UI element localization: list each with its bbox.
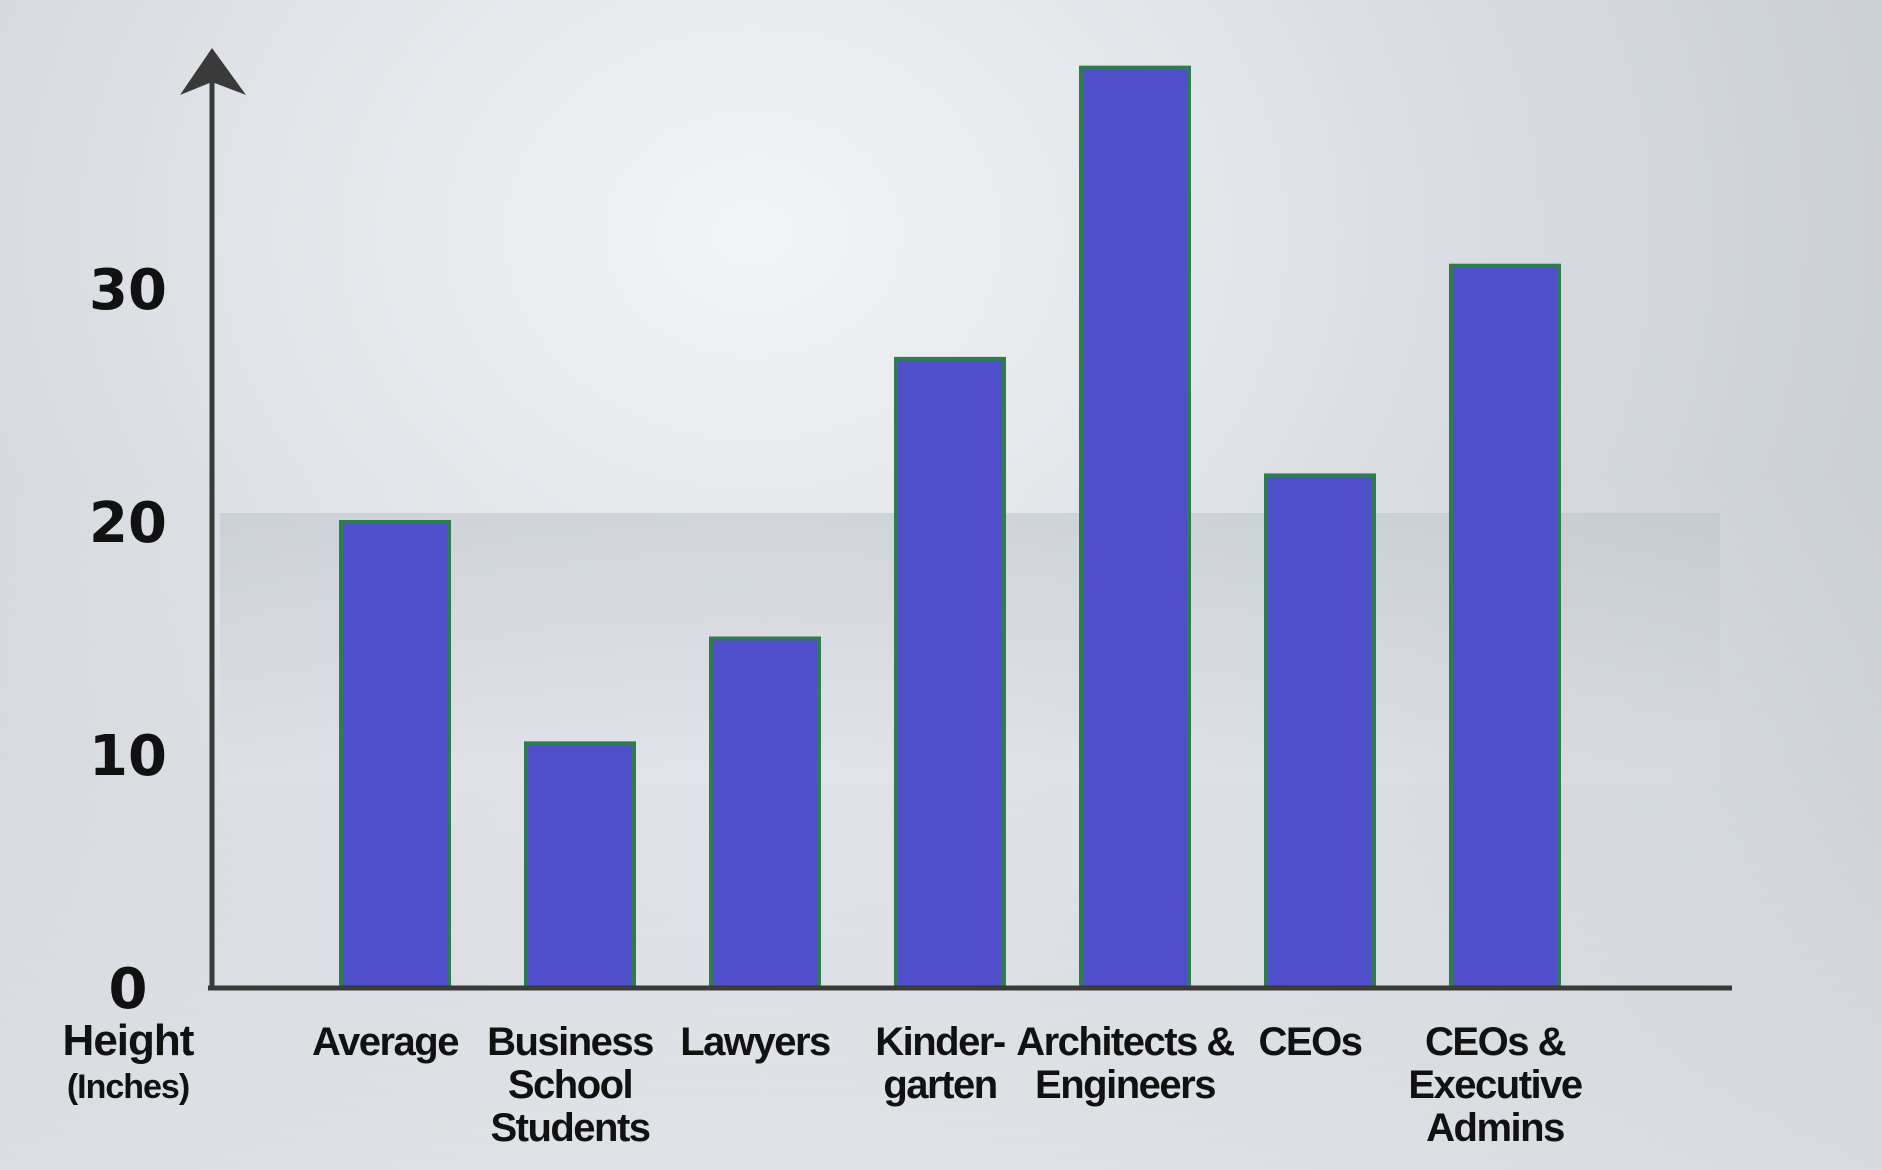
category-label-line: Architects & [1016,1020,1234,1064]
y-tick-label: 30 [89,258,167,323]
y-tick-label: 20 [89,491,167,556]
category-label-line: Executive [1408,1063,1582,1107]
bar [1264,473,1376,990]
y-axis-unit: (Inches) [67,1068,189,1106]
category-label-line: garten [883,1063,996,1107]
category-label: Business School Students [487,1020,653,1150]
y-tick-labels: 0 10 20 30 [89,258,167,1022]
category-label: Kinder-garten [875,1020,1005,1107]
category-label-line: Average [312,1020,458,1064]
category-label-line: Lawyers [680,1020,830,1064]
y-axis-arrow-icon [180,48,246,95]
bar [709,636,821,990]
category-label-line: School [508,1063,632,1107]
axes-group [180,48,1732,991]
category-label: CEOs & Executive Admins [1408,1020,1582,1150]
category-label-line: CEOs [1259,1020,1362,1064]
bar [524,741,636,990]
category-label-line: Students [490,1106,649,1150]
bar [1449,263,1561,990]
category-label-line: Kinder- [875,1020,1005,1064]
bar [894,356,1006,990]
category-label: CEOs [1259,1020,1362,1064]
category-label-line: Engineers [1035,1063,1215,1107]
y-tick-label: 10 [89,724,167,789]
y-tick-label: 0 [109,957,148,1022]
category-label: Average [312,1020,458,1064]
bar [1079,65,1191,990]
bar [339,520,451,990]
x-category-labels: Average Business School Students Lawyers Kind… [312,1020,1583,1150]
bars-group [339,65,1561,990]
category-label-line: Business [487,1020,653,1064]
category-label-line: CEOs & [1425,1020,1566,1064]
y-axis-title: Height [63,1016,195,1065]
category-label-line: Admins [1426,1106,1564,1150]
category-label: Lawyers [680,1020,830,1064]
category-label: Architects & Engineers [1016,1020,1234,1107]
